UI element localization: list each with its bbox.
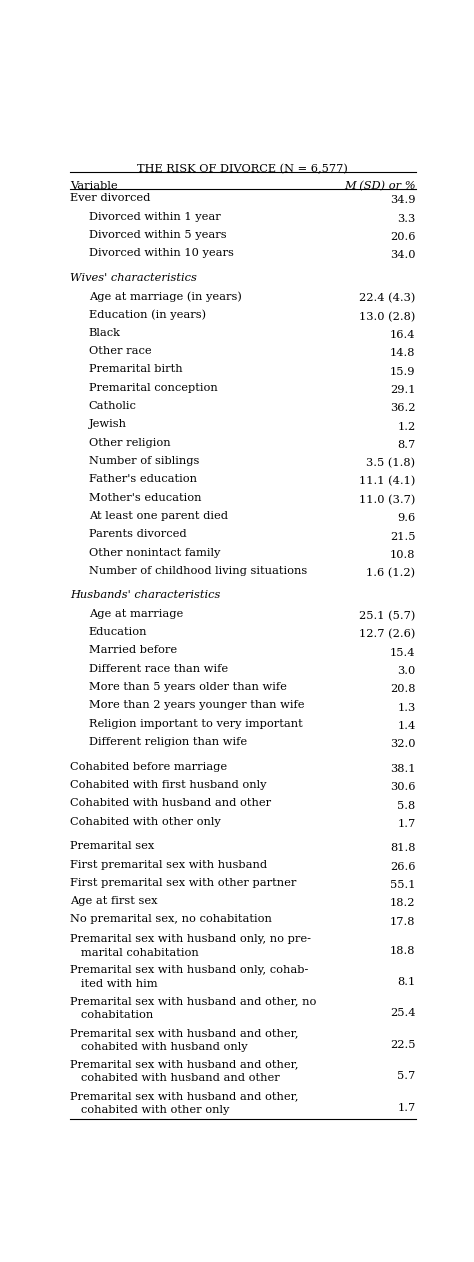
Text: 15.9: 15.9 bbox=[390, 367, 416, 376]
Text: 8.1: 8.1 bbox=[397, 977, 416, 987]
Text: Parents divorced: Parents divorced bbox=[89, 529, 186, 539]
Text: Premarital sex with husband and other,: Premarital sex with husband and other, bbox=[70, 1029, 299, 1037]
Text: 36.2: 36.2 bbox=[390, 404, 416, 413]
Text: No premarital sex, no cohabitation: No premarital sex, no cohabitation bbox=[70, 915, 272, 925]
Text: 32.0: 32.0 bbox=[390, 740, 416, 750]
Text: Cohabited with first husband only: Cohabited with first husband only bbox=[70, 780, 267, 790]
Text: 5.8: 5.8 bbox=[397, 800, 416, 810]
Text: THE RISK OF DIVORCE (N = 6,577): THE RISK OF DIVORCE (N = 6,577) bbox=[137, 164, 348, 174]
Text: Religion important to very important: Religion important to very important bbox=[89, 719, 302, 728]
Text: At least one parent died: At least one parent died bbox=[89, 511, 228, 521]
Text: Age at marriage (in years): Age at marriage (in years) bbox=[89, 292, 242, 302]
Text: 17.8: 17.8 bbox=[390, 916, 416, 926]
Text: 3.0: 3.0 bbox=[397, 666, 416, 676]
Text: Different race than wife: Different race than wife bbox=[89, 664, 228, 674]
Text: 30.6: 30.6 bbox=[390, 782, 416, 793]
Text: Premarital sex with husband only, cohab-: Premarital sex with husband only, cohab- bbox=[70, 965, 309, 976]
Text: 3.5 (1.8): 3.5 (1.8) bbox=[366, 458, 416, 468]
Text: Other nonintact family: Other nonintact family bbox=[89, 548, 220, 558]
Text: Variable: Variable bbox=[70, 180, 118, 191]
Text: 38.1: 38.1 bbox=[390, 764, 416, 774]
Text: 14.8: 14.8 bbox=[390, 348, 416, 358]
Text: First premarital sex with husband: First premarital sex with husband bbox=[70, 859, 267, 870]
Text: 81.8: 81.8 bbox=[390, 843, 416, 853]
Text: 8.7: 8.7 bbox=[397, 440, 416, 451]
Text: M (SD) or %: M (SD) or % bbox=[344, 180, 416, 191]
Text: Premarital sex with husband and other,: Premarital sex with husband and other, bbox=[70, 1090, 299, 1100]
Text: Other race: Other race bbox=[89, 346, 151, 356]
Text: Different religion than wife: Different religion than wife bbox=[89, 737, 247, 747]
Text: cohabited with husband only: cohabited with husband only bbox=[70, 1041, 248, 1051]
Text: 1.2: 1.2 bbox=[397, 422, 416, 432]
Text: Premarital sex with husband only, no pre-: Premarital sex with husband only, no pre… bbox=[70, 934, 311, 944]
Text: 34.9: 34.9 bbox=[390, 196, 416, 206]
Text: More than 2 years younger than wife: More than 2 years younger than wife bbox=[89, 700, 304, 711]
Text: cohabited with husband and other: cohabited with husband and other bbox=[70, 1073, 280, 1083]
Text: Education (in years): Education (in years) bbox=[89, 309, 206, 321]
Text: Husbands' characteristics: Husbands' characteristics bbox=[70, 591, 220, 601]
Text: Catholic: Catholic bbox=[89, 401, 137, 411]
Text: Mother's education: Mother's education bbox=[89, 492, 201, 502]
Text: Number of siblings: Number of siblings bbox=[89, 456, 199, 466]
Text: Ever divorced: Ever divorced bbox=[70, 193, 151, 203]
Text: ited with him: ited with him bbox=[70, 979, 158, 989]
Text: 22.5: 22.5 bbox=[390, 1040, 416, 1050]
Text: Cohabited before marriage: Cohabited before marriage bbox=[70, 762, 228, 771]
Text: 25.1 (5.7): 25.1 (5.7) bbox=[359, 611, 416, 621]
Text: 9.6: 9.6 bbox=[397, 514, 416, 524]
Text: marital cohabitation: marital cohabitation bbox=[70, 948, 199, 958]
Text: 20.6: 20.6 bbox=[390, 232, 416, 242]
Text: Age at marriage: Age at marriage bbox=[89, 608, 183, 618]
Text: Divorced within 10 years: Divorced within 10 years bbox=[89, 249, 234, 259]
Text: Education: Education bbox=[89, 627, 147, 637]
Text: Divorced within 5 years: Divorced within 5 years bbox=[89, 230, 226, 240]
Text: Wives' characteristics: Wives' characteristics bbox=[70, 273, 197, 283]
Text: 1.6 (1.2): 1.6 (1.2) bbox=[366, 568, 416, 578]
Text: 18.8: 18.8 bbox=[390, 945, 416, 955]
Text: Premarital birth: Premarital birth bbox=[89, 365, 182, 375]
Text: Cohabited with other only: Cohabited with other only bbox=[70, 817, 221, 827]
Text: 20.8: 20.8 bbox=[390, 684, 416, 694]
Text: Married before: Married before bbox=[89, 645, 177, 655]
Text: 18.2: 18.2 bbox=[390, 899, 416, 909]
Text: Father's education: Father's education bbox=[89, 475, 197, 485]
Text: 1.7: 1.7 bbox=[397, 819, 416, 829]
Text: cohabited with other only: cohabited with other only bbox=[70, 1104, 229, 1114]
Text: 16.4: 16.4 bbox=[390, 331, 416, 339]
Text: 12.7 (2.6): 12.7 (2.6) bbox=[359, 630, 416, 640]
Text: Premarital sex with husband and other, no: Premarital sex with husband and other, n… bbox=[70, 997, 317, 1007]
Text: 21.5: 21.5 bbox=[390, 531, 416, 541]
Text: Cohabited with husband and other: Cohabited with husband and other bbox=[70, 799, 272, 808]
Text: 1.3: 1.3 bbox=[397, 703, 416, 713]
Text: 22.4 (4.3): 22.4 (4.3) bbox=[359, 293, 416, 304]
Text: Number of childhood living situations: Number of childhood living situations bbox=[89, 565, 307, 575]
Text: 13.0 (2.8): 13.0 (2.8) bbox=[359, 312, 416, 322]
Text: Age at first sex: Age at first sex bbox=[70, 896, 158, 906]
Text: 5.7: 5.7 bbox=[397, 1071, 416, 1082]
Text: 26.6: 26.6 bbox=[390, 862, 416, 872]
Text: Premarital sex with husband and other,: Premarital sex with husband and other, bbox=[70, 1059, 299, 1069]
Text: cohabitation: cohabitation bbox=[70, 1011, 154, 1021]
Text: 3.3: 3.3 bbox=[397, 213, 416, 223]
Text: 29.1: 29.1 bbox=[390, 385, 416, 395]
Text: Divorced within 1 year: Divorced within 1 year bbox=[89, 212, 220, 222]
Text: Black: Black bbox=[89, 328, 120, 338]
Text: 11.1 (4.1): 11.1 (4.1) bbox=[359, 477, 416, 487]
Text: 34.0: 34.0 bbox=[390, 250, 416, 260]
Text: First premarital sex with other partner: First premarital sex with other partner bbox=[70, 878, 297, 888]
Text: Jewish: Jewish bbox=[89, 419, 127, 429]
Text: 25.4: 25.4 bbox=[390, 1008, 416, 1018]
Text: 55.1: 55.1 bbox=[390, 880, 416, 890]
Text: Other religion: Other religion bbox=[89, 438, 170, 448]
Text: 1.4: 1.4 bbox=[397, 721, 416, 731]
Text: 11.0 (3.7): 11.0 (3.7) bbox=[359, 495, 416, 505]
Text: Premarital sex: Premarital sex bbox=[70, 842, 155, 851]
Text: 15.4: 15.4 bbox=[390, 647, 416, 658]
Text: Premarital conception: Premarital conception bbox=[89, 382, 218, 392]
Text: 10.8: 10.8 bbox=[390, 550, 416, 560]
Text: More than 5 years older than wife: More than 5 years older than wife bbox=[89, 681, 286, 692]
Text: 1.7: 1.7 bbox=[397, 1103, 416, 1113]
